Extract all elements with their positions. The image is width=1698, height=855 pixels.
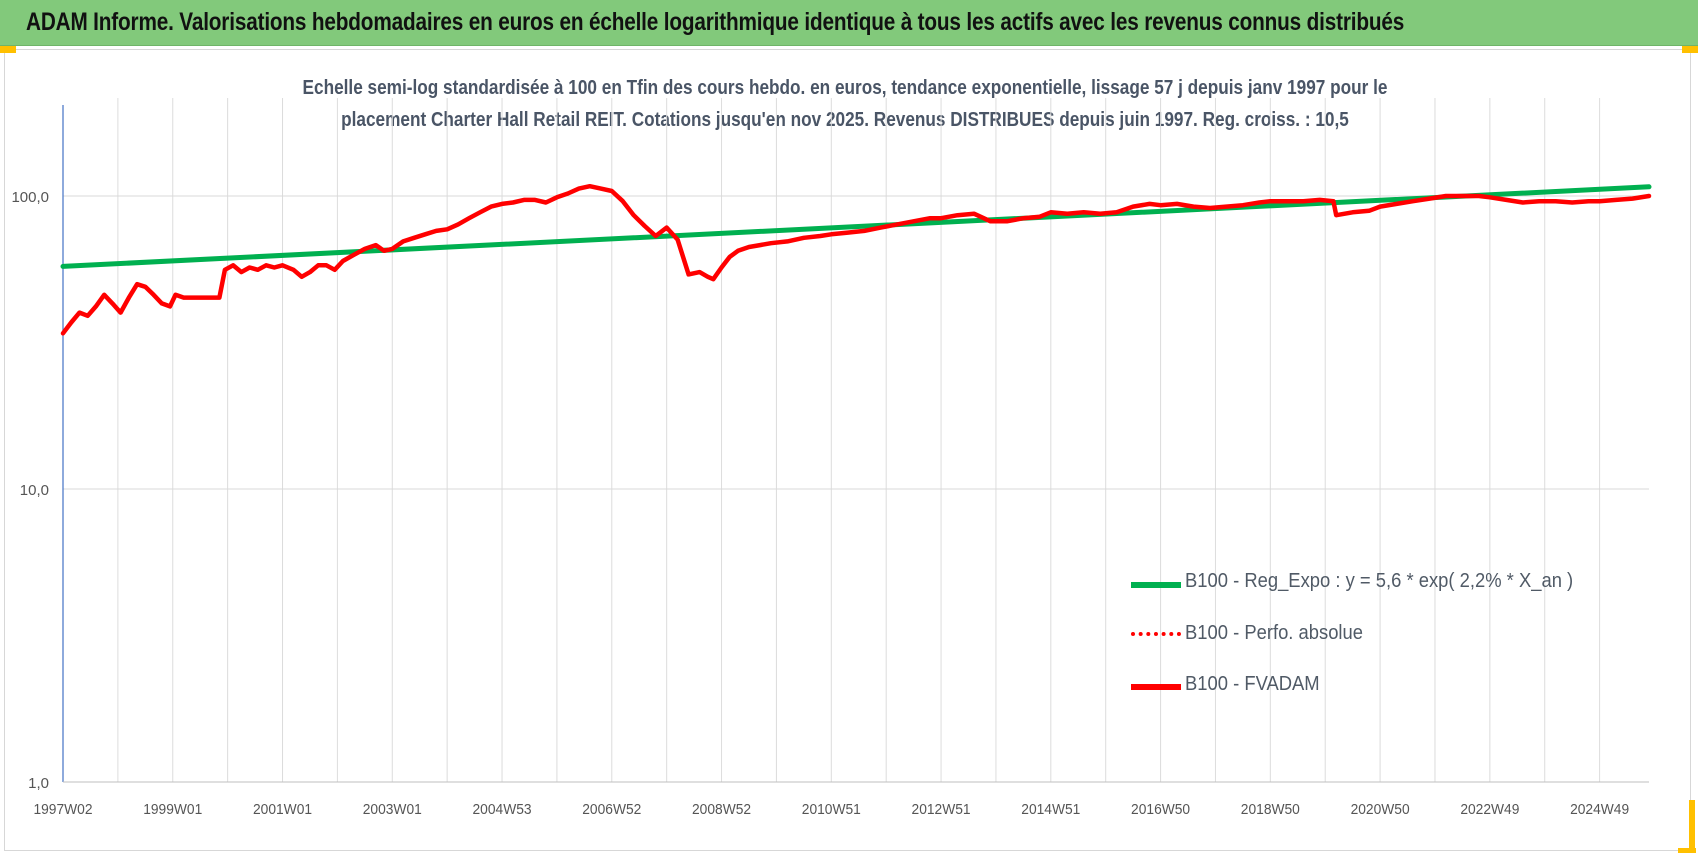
legend-label-fvadam: B100 - FVADAM bbox=[1185, 673, 1320, 695]
x-tick-label: 1997W02 bbox=[33, 802, 92, 819]
x-tick-label: 2003W01 bbox=[363, 802, 422, 819]
corner-mark-top-left bbox=[0, 46, 16, 53]
corner-mark-bottom-right-h bbox=[1678, 848, 1696, 853]
fvadam-line bbox=[60, 183, 1652, 336]
chart-frame bbox=[4, 49, 1691, 851]
x-tick-label: 2022W49 bbox=[1460, 802, 1519, 819]
x-tick-label: 2020W50 bbox=[1351, 802, 1410, 819]
x-tick-label: 1999W01 bbox=[143, 802, 202, 819]
x-tick-label: 2016W50 bbox=[1131, 802, 1190, 819]
legend-label-perfo: B100 - Perfo. absolue bbox=[1185, 622, 1363, 644]
legend-swatch-perfo bbox=[1131, 632, 1181, 636]
x-tick-label: 2008W52 bbox=[692, 802, 751, 819]
x-tick-label: 2024W49 bbox=[1570, 802, 1629, 819]
chart-title-line-2: placement Charter Hall Retail REIT. Cota… bbox=[341, 109, 1349, 131]
legend-swatch-trend bbox=[1131, 582, 1181, 588]
x-tick-label: 2001W01 bbox=[253, 802, 312, 819]
y-tick-label: 1,0 bbox=[28, 775, 49, 792]
legend-label-trend: B100 - Reg_Expo : y = 5,6 * exp( 2,2% * … bbox=[1185, 570, 1574, 592]
x-tick-label: 2012W51 bbox=[912, 802, 971, 819]
x-tick-label: 2010W51 bbox=[802, 802, 861, 819]
trend-line bbox=[60, 184, 1652, 269]
y-tick-label: 10,0 bbox=[20, 482, 49, 499]
y-tick-label: 100,0 bbox=[11, 189, 49, 206]
legend-swatch-fvadam bbox=[1131, 684, 1181, 690]
x-tick-label: 2018W50 bbox=[1241, 802, 1300, 819]
corner-mark-top-right bbox=[1682, 46, 1698, 53]
x-tick-label: 2004W53 bbox=[473, 802, 532, 819]
title-banner: ADAM Informe. Valorisations hebdomadaire… bbox=[0, 0, 1698, 46]
x-tick-label: 2014W51 bbox=[1021, 802, 1080, 819]
x-tick-label: 2006W52 bbox=[582, 802, 641, 819]
corner-mark-bottom-right bbox=[1689, 800, 1695, 852]
banner-title: ADAM Informe. Valorisations hebdomadaire… bbox=[26, 8, 1405, 36]
chart-title-line-1: Echelle semi-log standardisée à 100 en T… bbox=[302, 77, 1388, 99]
